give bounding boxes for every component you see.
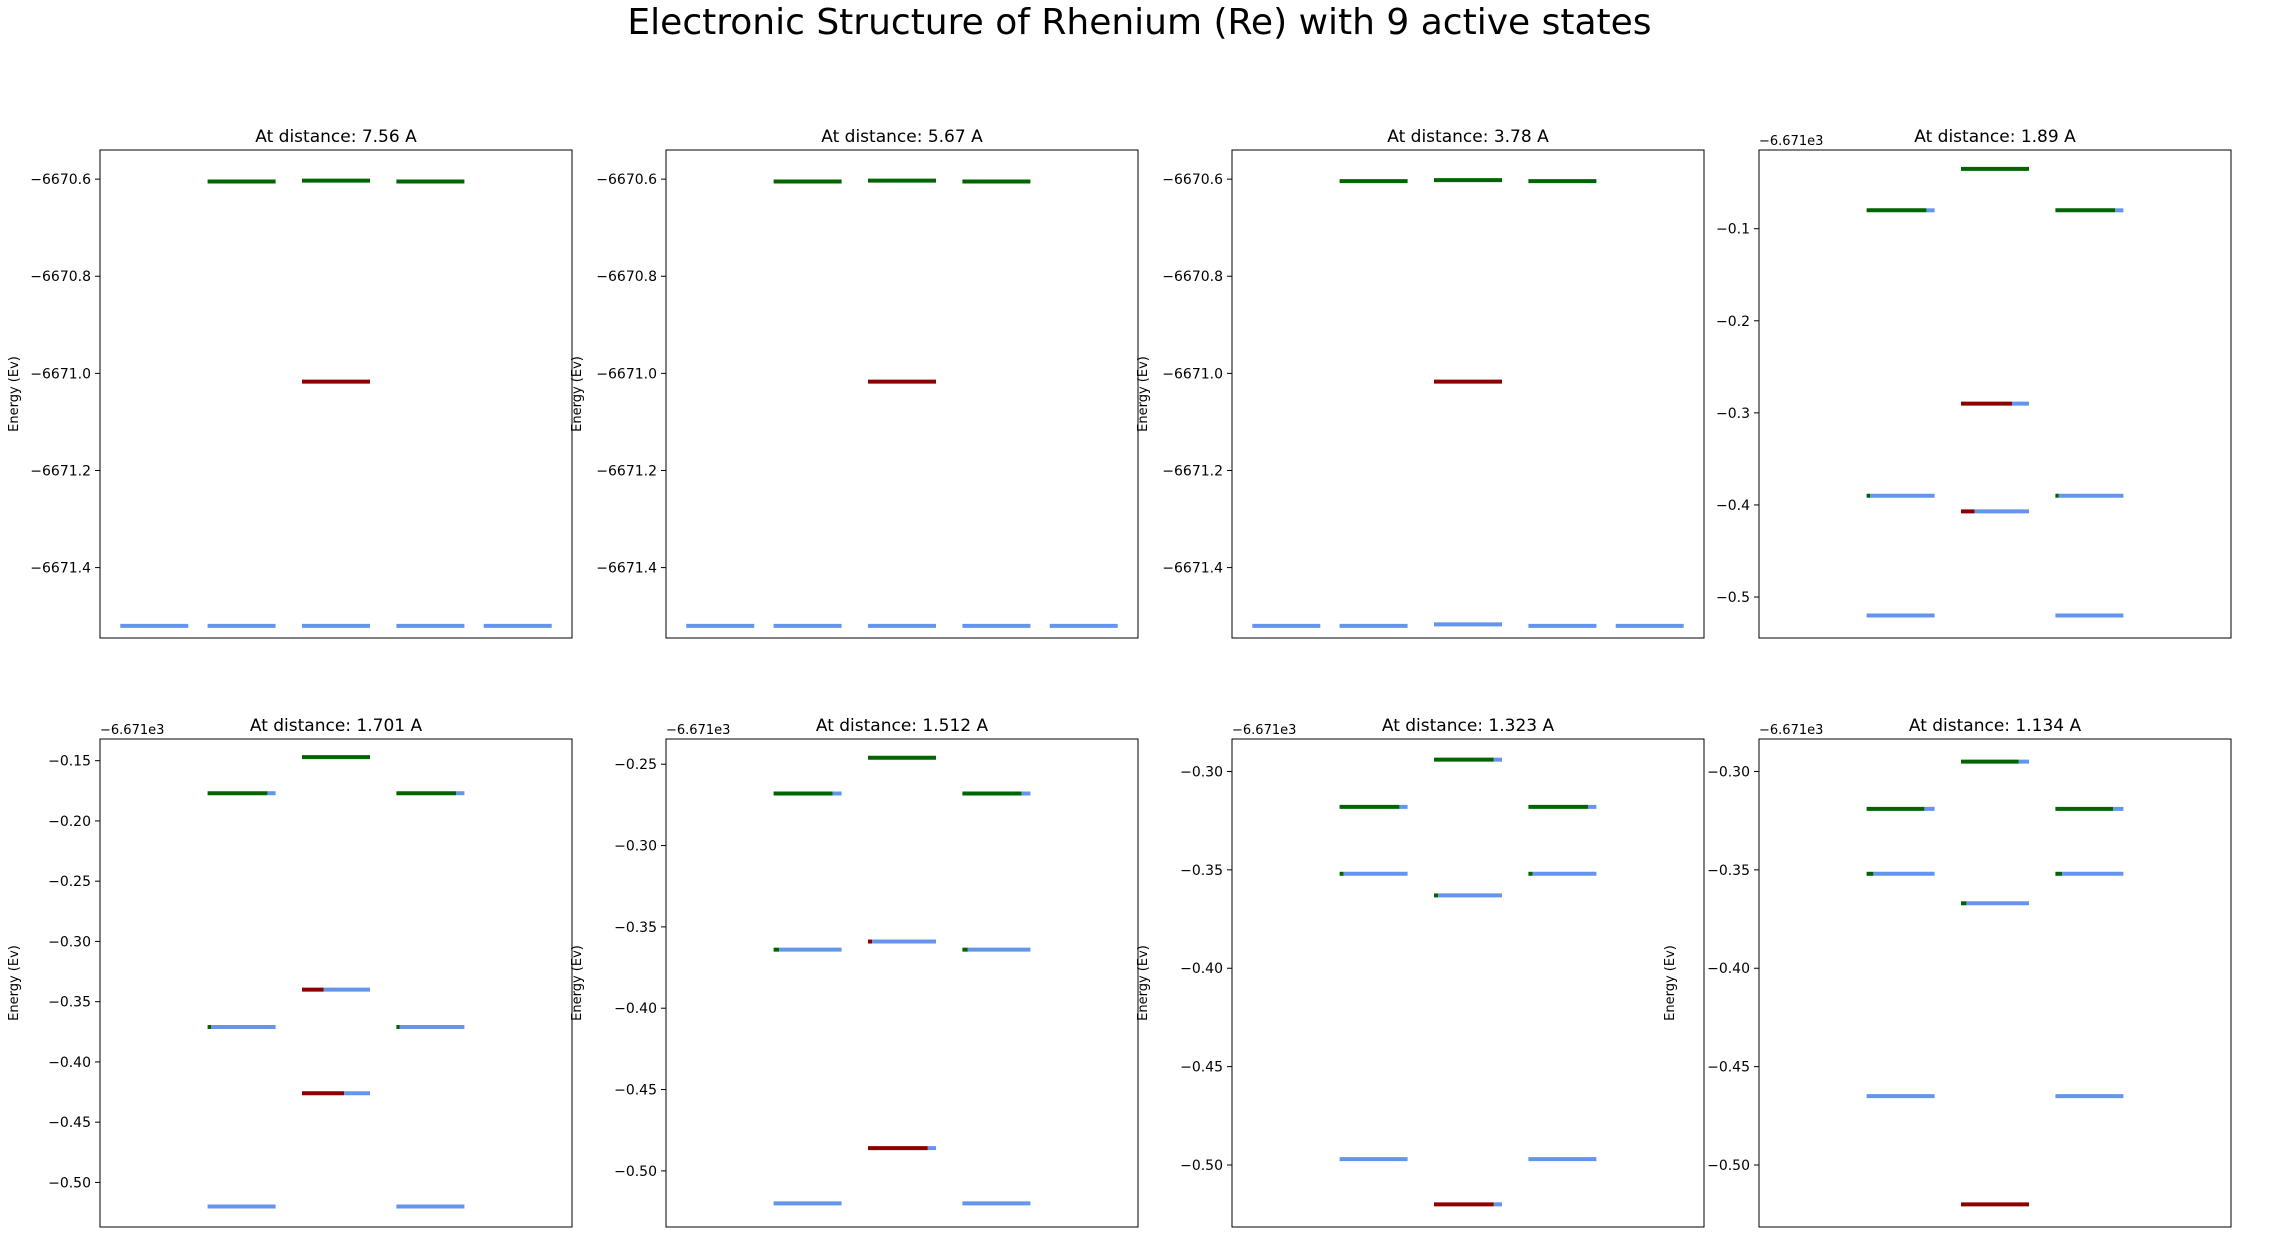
y-tick-label: −0.2 xyxy=(1716,314,1750,330)
subplot-6: At distance: 1.512 A −6.671e3 Energy (Ev) −… xyxy=(570,716,1139,1228)
subplot-7: At distance: 1.323 A −6.671e3 Energy (Ev) −… xyxy=(1136,716,1705,1228)
y-tick-label: −6670.8 xyxy=(1162,269,1223,285)
axis-offset-label: −6.671e3 xyxy=(100,723,164,738)
y-tick-label: −6670.6 xyxy=(1162,172,1223,188)
y-tick-label: −6671.0 xyxy=(1162,366,1223,382)
axes-frame xyxy=(1231,738,1705,1228)
y-tick-label: −6670.8 xyxy=(30,269,91,285)
y-tick-label: −0.50 xyxy=(1180,1158,1223,1174)
axis-offset-label: −6.671e3 xyxy=(666,723,730,738)
subplot-title: At distance: 1.512 A xyxy=(816,716,989,736)
y-tick-label: −0.35 xyxy=(1707,863,1750,879)
y-tick-label: −0.15 xyxy=(48,754,91,770)
axes-frame xyxy=(1758,738,2232,1228)
y-tick-label: −0.25 xyxy=(48,874,91,890)
y-axis-label: Energy (Ev) xyxy=(570,945,585,1021)
y-tick-label: −0.4 xyxy=(1716,498,1750,514)
axes-frame xyxy=(1231,149,1705,639)
y-tick-label: −6671.4 xyxy=(1162,561,1223,577)
y-tick-label: −6670.6 xyxy=(596,172,657,188)
y-tick-label: −0.40 xyxy=(1707,961,1750,977)
y-tick-label: −0.40 xyxy=(614,1001,657,1017)
y-tick-label: −6670.6 xyxy=(30,172,91,188)
y-axis-label: Energy (Ev) xyxy=(1663,945,1678,1021)
axis-offset-label: −6.671e3 xyxy=(1232,723,1296,738)
y-tick-label: −0.45 xyxy=(48,1115,91,1131)
axes-frame xyxy=(1758,149,2232,639)
y-tick-label: −6671.0 xyxy=(596,366,657,382)
subplot-1: At distance: 7.56 A Energy (Ev) −6670.6 −66… xyxy=(7,127,573,639)
y-axis-label: Energy (Ev) xyxy=(1136,945,1151,1021)
axis-offset-label: −6.671e3 xyxy=(1759,723,1823,738)
axes-frame xyxy=(99,738,573,1228)
subplot-8: At distance: 1.134 A −6.671e3 Energy (Ev) −… xyxy=(1663,716,2232,1228)
y-axis-label: Energy (Ev) xyxy=(7,945,22,1021)
subplot-title: At distance: 7.56 A xyxy=(255,127,417,147)
y-tick-label: −6671.2 xyxy=(30,463,91,479)
axes-frame xyxy=(665,149,1139,639)
y-tick-label: −6671.4 xyxy=(596,561,657,577)
y-tick-label: −6671.2 xyxy=(596,463,657,479)
y-tick-label: −0.30 xyxy=(48,934,91,950)
subplot-title: At distance: 1.701 A xyxy=(250,716,423,736)
y-tick-label: −0.30 xyxy=(1180,764,1223,780)
axis-offset-label: −6.671e3 xyxy=(1759,134,1823,149)
y-tick-label: −6671.4 xyxy=(30,561,91,577)
subplot-4: At distance: 1.89 A −6.671e3 −0.1 −0.2 −0.3 −… xyxy=(1716,127,2232,639)
y-tick-label: −0.30 xyxy=(614,839,657,855)
y-tick-label: −0.20 xyxy=(48,814,91,830)
y-tick-label: −0.50 xyxy=(48,1175,91,1191)
y-tick-label: −0.5 xyxy=(1716,590,1750,606)
subplot-5: At distance: 1.701 A −6.671e3 Energy (Ev) −… xyxy=(7,716,573,1228)
y-axis-label: Energy (Ev) xyxy=(7,356,22,432)
y-axis-label: Energy (Ev) xyxy=(1136,356,1151,432)
y-tick-label: −0.30 xyxy=(1707,764,1750,780)
subplot-title: At distance: 5.67 A xyxy=(821,127,983,147)
y-tick-label: −6671.2 xyxy=(1162,463,1223,479)
subplot-title: At distance: 1.323 A xyxy=(1382,716,1555,736)
y-tick-label: −0.45 xyxy=(1707,1060,1750,1076)
subplot-title: At distance: 3.78 A xyxy=(1387,127,1549,147)
figure-title: Electronic Structure of Rhenium (Re) wit… xyxy=(627,2,1652,43)
y-tick-label: −6671.0 xyxy=(30,366,91,382)
y-tick-label: −0.45 xyxy=(614,1083,657,1099)
y-tick-label: −6670.8 xyxy=(596,269,657,285)
y-tick-label: −0.40 xyxy=(1180,961,1223,977)
y-tick-label: −0.3 xyxy=(1716,406,1750,422)
y-tick-label: −0.35 xyxy=(1180,863,1223,879)
subplot-3: At distance: 3.78 A Energy (Ev) −6670.6 −66… xyxy=(1136,127,1705,639)
y-tick-label: −0.25 xyxy=(614,757,657,773)
y-tick-label: −0.40 xyxy=(48,1055,91,1071)
y-tick-label: −0.1 xyxy=(1716,222,1750,238)
y-tick-label: −0.45 xyxy=(1180,1060,1223,1076)
y-tick-label: −0.50 xyxy=(1707,1158,1750,1174)
axes-frame xyxy=(665,738,1139,1228)
subplot-title: At distance: 1.134 A xyxy=(1909,716,2082,736)
y-tick-label: −0.50 xyxy=(614,1164,657,1180)
y-tick-label: −0.35 xyxy=(48,995,91,1011)
y-tick-label: −0.35 xyxy=(614,920,657,936)
y-axis-label: Energy (Ev) xyxy=(570,356,585,432)
subplot-title: At distance: 1.89 A xyxy=(1914,127,2076,147)
subplot-2: At distance: 5.67 A Energy (Ev) −6670.6 −66… xyxy=(570,127,1139,639)
axes-frame xyxy=(99,149,573,639)
